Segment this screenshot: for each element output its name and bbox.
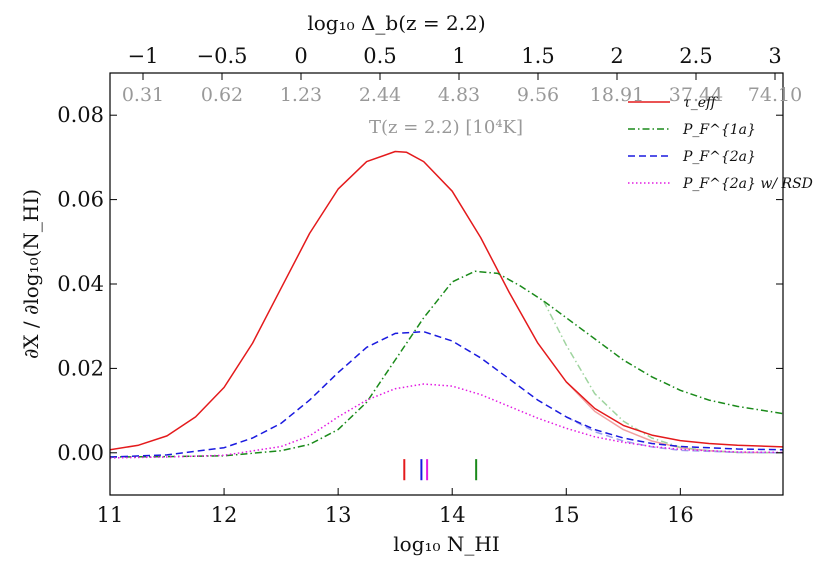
y-tick-label-0: 0.00	[57, 441, 104, 465]
tick-layer: 11 12 13 14 15 160.000.020.040.060.08−10.31−0…	[57, 44, 802, 527]
legend-label-0: τ_eff	[683, 95, 718, 111]
top-tick-label-3: 0.5	[363, 44, 396, 68]
y-tick-label-2: 0.04	[57, 272, 104, 296]
x-tick-label-4: 15	[553, 503, 580, 527]
legend-label-1: P_F^{1a}	[682, 122, 756, 138]
y-tick-label-3: 0.06	[57, 188, 104, 212]
legend: τ_eff P_F^{1a} P_F^{2a} P_F^{2a} w/ RSD	[628, 95, 813, 192]
temperature-tick-label-4: 4.83	[438, 84, 480, 106]
y-axis-title: ∂X / ∂log₁₀(N_HI)	[19, 189, 43, 359]
top-tick-label-6: 2	[610, 44, 623, 68]
temperature-tick-label-3: 2.44	[359, 84, 401, 106]
temperature-axis-title: T(z = 2.2) [10⁴K]	[369, 117, 523, 138]
legend-label-2: P_F^{2a}	[682, 149, 756, 165]
temperature-tick-label-7: 37.44	[669, 84, 723, 106]
series-line-3	[110, 383, 783, 459]
top-tick-label-1: −0.5	[197, 44, 248, 68]
top-axis-title: log₁₀ Δ_b(z = 2.2)	[307, 11, 485, 35]
x-tick-label-1: 12	[211, 503, 238, 527]
temperature-tick-label-1: 0.62	[201, 84, 243, 106]
x-axis-title: log₁₀ N_HI	[393, 532, 499, 556]
legend-label-3: P_F^{2a} w/ RSD	[682, 176, 813, 192]
faint-series-line-2	[565, 416, 783, 454]
marker-layer	[403, 459, 478, 481]
series-line-1	[110, 270, 783, 458]
temperature-tick-label-5: 9.56	[517, 84, 559, 106]
top-tick-label-8: 3	[768, 44, 781, 68]
temperature-tick-label-0: 0.31	[122, 84, 164, 106]
top-tick-label-2: 0	[294, 44, 307, 68]
x-tick-label-3: 14	[439, 503, 466, 527]
x-tick-label-2: 13	[325, 503, 352, 527]
faint-series-line-0	[565, 381, 783, 454]
top-tick-label-7: 2.5	[679, 44, 712, 68]
x-tick-label-0: 11	[97, 503, 124, 527]
y-tick-label-1: 0.02	[57, 356, 104, 380]
top-tick-label-4: 1	[452, 44, 465, 68]
temperature-tick-label-6: 18.91	[590, 84, 644, 106]
series-line-2	[110, 330, 783, 458]
top-tick-label-5: 1.5	[521, 44, 554, 68]
faint-series-line-1	[542, 300, 783, 454]
temperature-tick-label-8: 74.10	[748, 84, 802, 106]
temperature-tick-label-2: 1.23	[280, 84, 322, 106]
series-layer	[110, 150, 783, 459]
x-tick-label-5: 16	[667, 503, 694, 527]
series-line-0	[110, 150, 783, 451]
top-tick-label-0: −1	[128, 44, 159, 68]
y-tick-label-4: 0.08	[57, 103, 104, 127]
